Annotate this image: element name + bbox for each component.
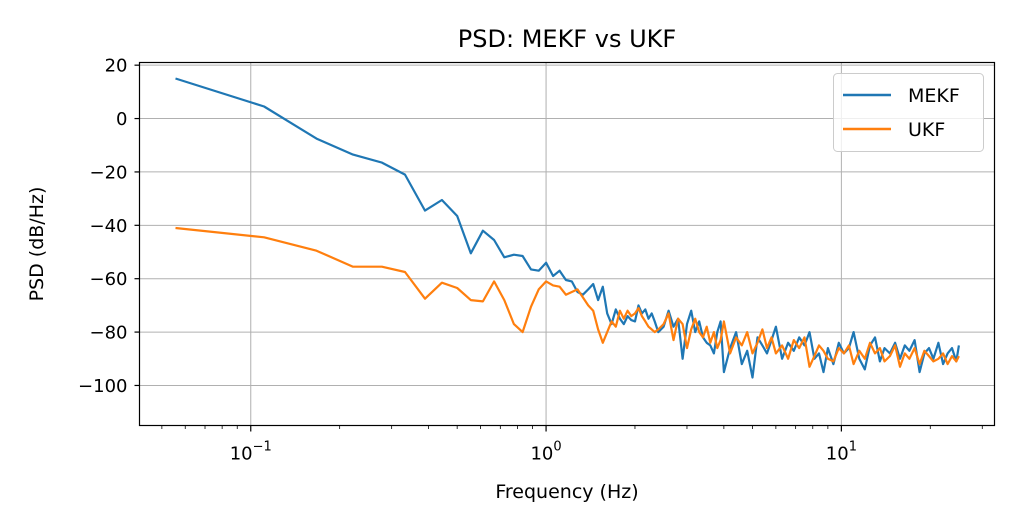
legend: MEKF UKF	[833, 73, 984, 152]
legend-label-ukf: UKF	[908, 119, 945, 141]
y-axis-label: PSD (dB/Hz)	[26, 187, 48, 302]
x-tick-label: 100	[530, 440, 561, 465]
x-tick-label: 101	[826, 440, 857, 465]
x-tick-label: 10−1	[230, 440, 272, 465]
legend-label-mekf: MEKF	[908, 85, 960, 107]
y-tick-label: 0	[116, 109, 127, 130]
x-tick-label-base: 10	[230, 444, 253, 465]
y-tick-label: −80	[90, 323, 128, 344]
y-tick-label: −60	[90, 269, 128, 290]
y-tick-label: 20	[105, 56, 128, 77]
y-tick-label: −40	[90, 216, 128, 237]
legend-box	[833, 73, 984, 152]
x-axis-ticks: 10−1 100 101	[230, 425, 857, 465]
y-tick-label: −20	[90, 162, 128, 183]
grid-lines	[139, 62, 995, 426]
x-axis-label: Frequency (Hz)	[495, 481, 638, 503]
x-tick-label-base: 10	[530, 444, 553, 465]
plot-frame	[138, 61, 996, 427]
x-tick-label-base: 10	[826, 444, 849, 465]
series-lines	[175, 77, 960, 379]
y-tick-label: −100	[78, 376, 127, 397]
x-tick-label-exponent: 0	[553, 440, 561, 455]
chart-title: PSD: MEKF vs UKF	[458, 25, 676, 53]
y-axis-ticks: 20 0 −20 −40 −60 −80 −100	[78, 56, 140, 397]
x-tick-label-exponent: −1	[253, 440, 272, 455]
x-tick-label-exponent: 1	[849, 440, 857, 455]
series-line-ukf	[175, 226, 960, 368]
